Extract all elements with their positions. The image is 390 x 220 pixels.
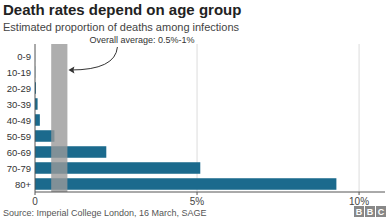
logo: B: [367, 207, 374, 217]
tick-label: 10%: [349, 196, 369, 207]
category-label: 80+: [15, 179, 32, 190]
axis-line: [35, 192, 385, 193]
axis-line: [35, 44, 36, 192]
bars: [35, 44, 336, 192]
source: Source: Imperial College London, 16 Marc…: [3, 208, 207, 218]
category-label: 20-29: [7, 83, 31, 94]
category-label: 70-79: [7, 163, 31, 174]
bar: [35, 178, 336, 190]
bar: [35, 114, 40, 126]
average-band: [51, 44, 67, 192]
logo-box: [365, 206, 375, 217]
tick-label: 5%: [190, 196, 205, 207]
grid-line: [359, 44, 360, 192]
logo-box: [354, 206, 364, 217]
category-label: 0-9: [17, 51, 31, 62]
bar: [35, 146, 106, 158]
subtitle: Estimated proportion of deaths among inf…: [3, 21, 240, 33]
category-label: 60-69: [7, 147, 31, 158]
chart: Death rates depend on age group Estimated…: [0, 0, 390, 220]
annotation-arrow: [70, 47, 117, 70]
tick-label: 0: [32, 196, 38, 207]
logo: B: [356, 207, 363, 217]
annotation: Overall average: 0.5%-1%: [89, 35, 194, 45]
logo: C: [378, 207, 385, 217]
category-label: 40-49: [7, 115, 31, 126]
category-label: 50-59: [7, 131, 31, 142]
title: Death rates depend on age group: [3, 1, 241, 18]
logo-box: [376, 206, 386, 217]
category-label: 10-19: [7, 67, 31, 78]
category-label: 30-39: [7, 99, 31, 110]
arrow-head: [68, 67, 74, 74]
